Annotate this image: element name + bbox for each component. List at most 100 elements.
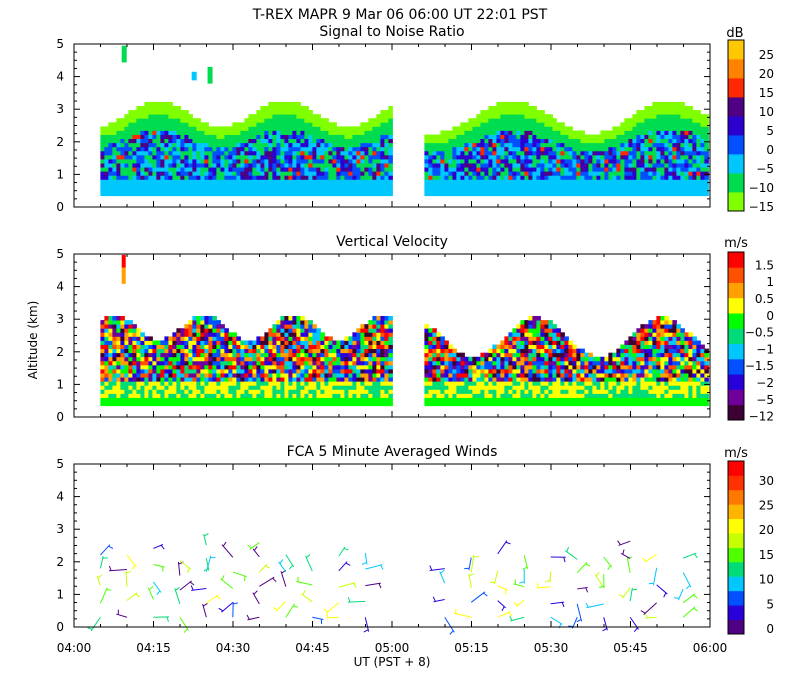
- heatmap-cell: [540, 320, 545, 325]
- heatmap-cell: [476, 171, 481, 176]
- heatmap-cell: [496, 191, 501, 197]
- heatmap-cell: [180, 397, 185, 403]
- heatmap-cell: [236, 183, 241, 188]
- heatmap-cell: [320, 138, 325, 144]
- heatmap-cell: [536, 328, 541, 333]
- heatmap-cell: [124, 332, 129, 337]
- heatmap-cell: [304, 171, 309, 176]
- heatmap-cell: [188, 146, 193, 152]
- heatmap-cell: [116, 187, 121, 193]
- heatmap-cell: [464, 134, 469, 140]
- heatmap-cell: [348, 340, 353, 345]
- heatmap-cell: [544, 377, 549, 382]
- heatmap-cell: [228, 397, 233, 403]
- heatmap-cell: [336, 191, 341, 197]
- heatmap-cell: [636, 171, 641, 176]
- heatmap-cell: [464, 171, 469, 176]
- heatmap-cell: [196, 368, 201, 374]
- heatmap-cell: [368, 179, 373, 184]
- heatmap-cell: [500, 158, 505, 164]
- heatmap-cell: [280, 114, 285, 119]
- heatmap-cell: [484, 142, 489, 148]
- heatmap-cell: [304, 393, 309, 398]
- heatmap-cell: [172, 373, 177, 378]
- heatmap-cell: [268, 389, 273, 394]
- heatmap-cell: [212, 332, 217, 337]
- heatmap-cell: [560, 138, 565, 144]
- heatmap-cell: [148, 377, 153, 382]
- heatmap-cell: [172, 154, 177, 160]
- heatmap-cell: [436, 340, 441, 345]
- heatmap-cell: [432, 183, 437, 188]
- heatmap-cell: [504, 356, 509, 362]
- heatmap-cell: [508, 340, 513, 345]
- heatmap-cell: [704, 187, 709, 193]
- heatmap-cell: [120, 373, 125, 378]
- heatmap-cell: [104, 360, 109, 366]
- heatmap-cell: [340, 146, 345, 152]
- heatmap-cell: [500, 401, 505, 407]
- heatmap-cell: [168, 336, 173, 341]
- heatmap-cell: [456, 183, 461, 188]
- heatmap-cell: [348, 364, 353, 370]
- heatmap-cell: [192, 356, 197, 362]
- heatmap-cell: [352, 397, 357, 403]
- heatmap-cell: [228, 360, 233, 366]
- heatmap-cell: [488, 142, 493, 148]
- heatmap-cell: [632, 167, 637, 172]
- heatmap-cell: [452, 348, 457, 354]
- heatmap-cell: [512, 393, 517, 398]
- heatmap-cell: [232, 171, 237, 176]
- heatmap-cell: [528, 344, 533, 350]
- heatmap-cell: [136, 352, 141, 358]
- heatmap-cell: [444, 360, 449, 366]
- heatmap-cell: [232, 154, 237, 160]
- heatmap-cell: [164, 340, 169, 345]
- heatmap-cell: [308, 171, 313, 176]
- heatmap-cell: [116, 324, 121, 329]
- heatmap-cell: [184, 146, 189, 152]
- heatmap-cell: [476, 401, 481, 407]
- heatmap-cell: [184, 138, 189, 144]
- heatmap-cell: [636, 118, 641, 123]
- heatmap-cell: [128, 146, 133, 152]
- heatmap-cell: [316, 126, 321, 131]
- heatmap-cell: [204, 142, 209, 148]
- heatmap-cell: [432, 191, 437, 197]
- heatmap-cell: [132, 352, 137, 358]
- heatmap-cell: [380, 344, 385, 350]
- heatmap-cell: [704, 122, 709, 127]
- heatmap-cell: [388, 106, 393, 111]
- heatmap-cell: [164, 114, 169, 119]
- heatmap-cell: [664, 187, 669, 193]
- heatmap-cell: [528, 324, 533, 329]
- heatmap-cell: [548, 348, 553, 354]
- heatmap-cell: [192, 316, 197, 321]
- heatmap-cell: [188, 138, 193, 144]
- heatmap-cell: [248, 171, 253, 176]
- heatmap-cell: [456, 167, 461, 172]
- heatmap-cell: [304, 142, 309, 148]
- heatmap-cell: [140, 191, 145, 197]
- heatmap-cell: [380, 126, 385, 131]
- heatmap-cell: [512, 352, 517, 358]
- heatmap-cell: [512, 328, 517, 333]
- heatmap-cell: [488, 348, 493, 354]
- heatmap-cell: [704, 171, 709, 176]
- heatmap-cell: [264, 373, 269, 378]
- heatmap-cell: [664, 154, 669, 160]
- heatmap-cell: [256, 179, 261, 184]
- heatmap-cell: [448, 360, 453, 366]
- heatmap-cell: [280, 320, 285, 325]
- heatmap-cell: [224, 364, 229, 370]
- heatmap-cell: [340, 134, 345, 140]
- heatmap-cell: [648, 171, 653, 176]
- heatmap-cell: [328, 356, 333, 362]
- heatmap-cell: [456, 381, 461, 386]
- heatmap-cell: [160, 187, 165, 193]
- heatmap-cell: [448, 138, 453, 144]
- heatmap-cell: [524, 142, 529, 148]
- heatmap-cell: [436, 158, 441, 164]
- heatmap-cell: [672, 171, 677, 176]
- heatmap-cell: [388, 328, 393, 333]
